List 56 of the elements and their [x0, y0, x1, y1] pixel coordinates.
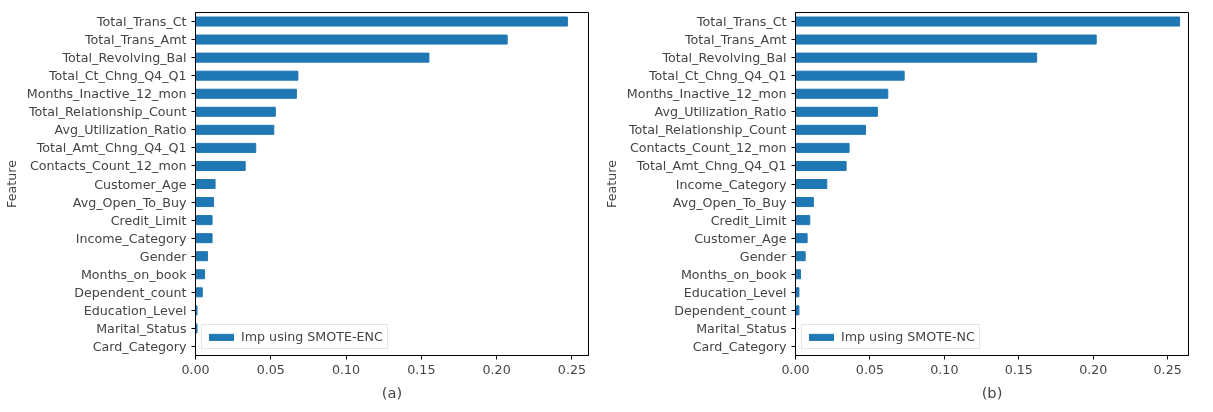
y-tick-label: Card_Category	[92, 338, 188, 354]
y-tick-label: Total_Trans_Amt	[83, 32, 187, 48]
y-tick-label: Card_Category	[692, 338, 788, 354]
y-tick-label: Total_Relationship_Count	[628, 122, 787, 138]
y-tick-label: Dependent_count	[674, 302, 787, 318]
y-tick-label: Total_Amt_Chng_Q4_Q1	[635, 158, 787, 174]
y-tick-label: Customer_Age	[94, 176, 187, 192]
y-tick-label: Total_Relationship_Count	[28, 104, 187, 120]
y-tick-label: Total_Ct_Chng_Q4_Q1	[647, 68, 787, 84]
y-tick-label: Months_Inactive_12_mon	[26, 86, 187, 102]
y-tick-label: Gender	[739, 248, 788, 264]
x-tick-label: 0.20	[482, 361, 511, 377]
y-tick-label: Months_on_book	[80, 266, 188, 282]
x-tick-label: 0.20	[1079, 361, 1108, 377]
legend-label: Imp using SMOTE-ENC	[241, 329, 383, 344]
legend-label: Imp using SMOTE-NC	[841, 329, 975, 344]
y-tick-label: Marital_Status	[696, 320, 787, 336]
x-tick-label: 0.10	[930, 361, 959, 377]
y-axis-title: Feature	[603, 159, 619, 208]
x-tick-label: 0.15	[1004, 361, 1033, 377]
x-tick-label: 0.00	[181, 361, 210, 377]
y-axis-title: Feature	[3, 159, 19, 208]
y-tick-label: Avg_Utilization_Ratio	[54, 122, 187, 138]
y-tick-label: Credit_Limit	[110, 212, 187, 228]
y-tick-label: Total_Amt_Chng_Q4_Q1	[35, 140, 187, 156]
x-tick-label: 0.00	[781, 361, 810, 377]
y-tick-label: Avg_Open_To_Buy	[672, 194, 788, 210]
y-tick-label: Dependent_count	[74, 284, 187, 300]
x-tick-label: 0.05	[855, 361, 885, 377]
y-tick-label: Income_Category	[75, 230, 188, 246]
x-tick-label: 0.25	[557, 361, 587, 377]
y-tick-label: Gender	[139, 248, 188, 264]
y-tick-label: Months_Inactive_12_mon	[626, 86, 787, 102]
x-tick-label: 0.25	[1153, 361, 1182, 377]
y-tick-label: Total_Trans_Amt	[683, 32, 787, 48]
text: (b)	[981, 383, 1003, 401]
y-tick-label: Marital_Status	[96, 320, 187, 336]
y-tick-label: Months_on_book	[680, 266, 788, 282]
y-tick-label: Total_Trans_Ct	[696, 14, 787, 30]
y-tick-label: Total_Ct_Chng_Q4_Q1	[47, 68, 187, 84]
x-tick-label: 0.05	[256, 361, 285, 377]
y-tick-label: Avg_Utilization_Ratio	[654, 104, 787, 120]
text: (a)	[381, 383, 403, 401]
y-tick-label: Education_Level	[83, 302, 187, 318]
x-tick-label: 0.15	[407, 361, 436, 377]
y-tick-label: Total_Revolving_Bal	[661, 50, 787, 66]
y-tick-label: Contacts_Count_12_mon	[629, 140, 787, 156]
y-tick-label: Total_Revolving_Bal	[61, 50, 187, 66]
x-tick-label: 0.10	[331, 361, 361, 377]
y-tick-label: Credit_Limit	[710, 212, 787, 228]
y-tick-label: Avg_Open_To_Buy	[72, 194, 188, 210]
y-tick-label: Customer_Age	[694, 230, 787, 246]
y-tick-label: Contacts_Count_12_mon	[29, 158, 187, 174]
y-tick-label: Total_Trans_Ct	[96, 14, 187, 30]
y-tick-label: Education_Level	[683, 284, 787, 300]
y-tick-label: Income_Category	[675, 176, 788, 192]
